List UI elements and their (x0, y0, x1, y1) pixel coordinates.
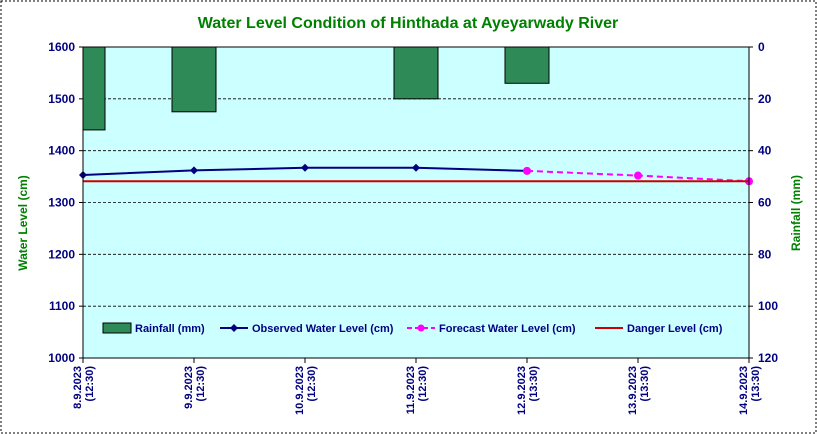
x-tick-time: (12:30) (195, 366, 207, 402)
rainfall-bar (504, 46, 550, 84)
legend-swatch-rainfall (102, 322, 132, 334)
legend-marker-observed (230, 324, 238, 332)
y-tick-label-left: 1300 (48, 196, 75, 210)
x-tick-time: (12:30) (306, 366, 318, 402)
x-tick-time: (12:30) (417, 366, 429, 402)
y-tick-label-left: 1400 (48, 144, 75, 158)
x-tick-date: 11.9.2023 (405, 366, 417, 414)
y-tick-label-left: 1000 (48, 351, 75, 365)
x-tick-time: (13:30) (750, 366, 762, 402)
x-tick-label: 9.9.2023 (12:30) (183, 366, 207, 409)
y-tick-label-left: 1200 (48, 247, 75, 261)
legend-label: Observed Water Level (cm) (252, 323, 394, 335)
x-tick-date: 14.9.2023 (738, 366, 750, 415)
x-tick-label: 10.9.2023 (12:30) (294, 366, 318, 415)
x-tick-time: (12:30) (84, 366, 96, 402)
y-tick-label-left: 1500 (48, 92, 75, 106)
x-tick-label: 12.9.2023 (13:30) (516, 366, 540, 415)
chart-title: Water Level Condition of Hinthada at Aye… (198, 15, 619, 32)
y-tick-label-right: 20 (758, 92, 772, 106)
level-lines (79, 163, 753, 186)
observed-point (190, 166, 198, 175)
axes: 1600 1500 1400 1300 1200 1100 1000 0 20 40 60 80 100… (48, 40, 778, 415)
x-tick-label: 13.9.2023 (13:30) (627, 366, 651, 415)
y-axis-label-left: Water Level (cm) (16, 175, 30, 271)
y-tick-label-left: 1600 (48, 40, 75, 54)
x-tick-date: 12.9.2023 (516, 366, 528, 415)
forecast-point (523, 166, 531, 175)
forecast-point (634, 171, 642, 180)
y-tick-label-right: 60 (758, 196, 772, 210)
legend-label: Forecast Water Level (cm) (439, 323, 576, 335)
rainfall-bar (82, 46, 106, 131)
legend: Rainfall (mm) Observed Water Level (cm) Fo… (102, 322, 723, 335)
x-tick-date: 13.9.2023 (627, 366, 639, 415)
y-tick-label-left: 1100 (49, 299, 75, 313)
x-tick-label: 8.9.2023 (12:30) (72, 366, 96, 409)
y-tick-label-right: 40 (758, 144, 772, 158)
y-tick-label-right: 120 (758, 351, 778, 365)
observed-point (412, 163, 420, 172)
rainfall-bar (171, 46, 217, 113)
rainfall-bar (393, 46, 439, 100)
x-tick-label: 11.9.2023 (12:30) (405, 366, 429, 415)
legend-marker-forecast (417, 324, 425, 332)
x-tick-label: 14.9.2023 (13:30) (738, 366, 762, 415)
y-tick-label-right: 0 (758, 40, 765, 54)
legend-label: Danger Level (cm) (627, 323, 723, 335)
y-tick-label-right: 100 (758, 299, 778, 313)
x-tick-time: (13:30) (639, 366, 651, 402)
observed-point (301, 163, 309, 172)
x-tick-date: 10.9.2023 (294, 366, 306, 415)
y-tick-label-right: 80 (758, 247, 772, 261)
x-tick-date: 9.9.2023 (183, 366, 195, 409)
x-tick-time: (13:30) (528, 366, 540, 402)
x-tick-date: 8.9.2023 (72, 366, 84, 409)
y-axis-label-right: Rainfall (mm) (789, 175, 803, 251)
legend-label: Rainfall (mm) (135, 323, 205, 335)
